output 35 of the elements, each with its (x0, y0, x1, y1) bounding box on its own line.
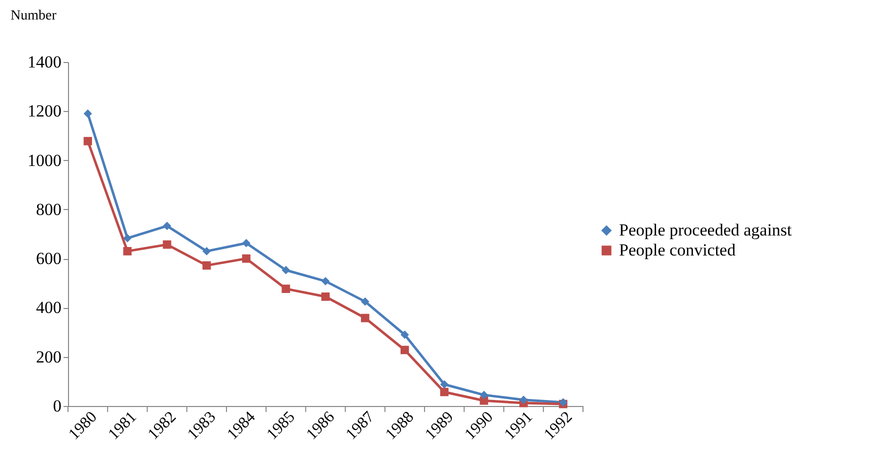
point (321, 276, 330, 286)
point (360, 314, 370, 322)
point (84, 109, 92, 118)
y-tick-label: 800 (36, 200, 62, 219)
point (242, 238, 250, 248)
y-tick-label: 400 (36, 298, 62, 318)
point (162, 222, 172, 230)
point (519, 396, 528, 404)
point (123, 234, 132, 242)
y-axis-title: Number (10, 8, 57, 24)
point (242, 254, 250, 263)
point (480, 390, 488, 400)
point (440, 380, 449, 389)
point (282, 284, 290, 293)
point (440, 388, 449, 396)
legend-label: People convicted (619, 240, 736, 260)
y-tick-label: 1000 (28, 150, 62, 170)
y-tick-label: 200 (36, 347, 62, 366)
x-tick-label: 1981 (105, 408, 140, 444)
point (400, 330, 409, 339)
point (202, 261, 211, 270)
point (84, 136, 92, 146)
x-tick-label: 1991 (501, 408, 536, 444)
y-tick-label: 0 (53, 396, 62, 416)
point (123, 247, 132, 256)
point (360, 297, 370, 306)
legend-label: People proceeded against (619, 220, 792, 240)
point (400, 346, 409, 354)
point (282, 266, 290, 274)
point (321, 292, 330, 301)
point (202, 247, 211, 256)
y-tick-label: 600 (36, 249, 62, 268)
y-tick-label: 1200 (28, 102, 62, 121)
point (162, 240, 172, 249)
y-tick-label: 1400 (28, 52, 62, 72)
